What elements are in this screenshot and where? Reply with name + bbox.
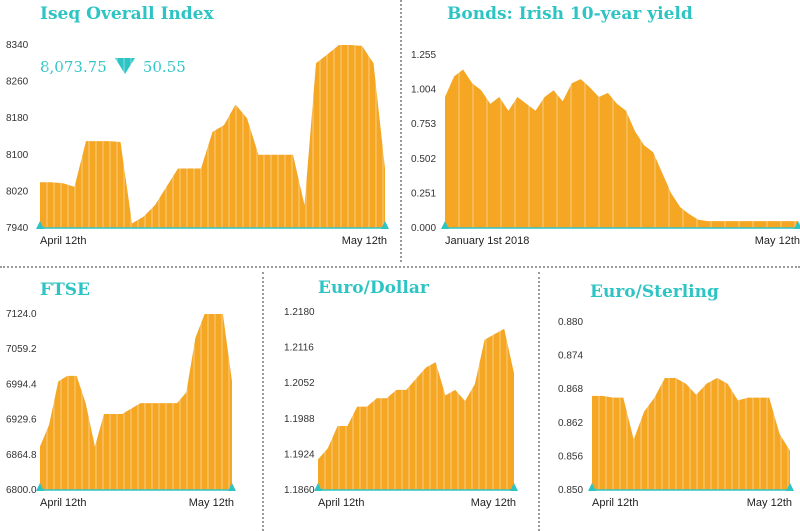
iseq-ytick-label: 8020 xyxy=(6,186,29,197)
eurosterling-xlabel-start: April 12th xyxy=(592,497,638,509)
eurosterling-chart: 0.880 0.874 0.868 0.862 0.856 0.850 April 12th… xyxy=(558,317,794,509)
iseq-ytick-label: 8180 xyxy=(6,113,29,124)
eurosterling-start-marker xyxy=(588,483,596,491)
bonds-title: Bonds: Irish 10-year yield xyxy=(447,4,693,24)
ftse-ytick-label: 6994.4 xyxy=(6,379,37,390)
iseq-panel: Iseq Overall Index 8,073.75 50.55 8340 826… xyxy=(0,0,395,262)
iseq-end-marker xyxy=(381,221,389,229)
eurosterling-area xyxy=(592,378,790,490)
ftse-area xyxy=(40,314,232,490)
middle-divider xyxy=(0,266,800,268)
bonds-xlabel-end: May 12th xyxy=(755,235,800,247)
bonds-ytick-label: 0.502 xyxy=(411,154,436,165)
eurosterling-panel: Euro/Sterling 0.880 0.874 0.868 0.862 0.856 0… xyxy=(540,272,800,531)
eurodollar-title: Euro/Dollar xyxy=(318,278,429,298)
iseq-readout: 8,073.75 50.55 xyxy=(40,58,186,76)
iseq-ytick-label: 8340 xyxy=(6,40,29,51)
ftse-chart: 7124.0 7059.2 6994.4 6929.6 6864.8 6800.0Apri… xyxy=(6,309,236,509)
iseq-ytick-label: 8100 xyxy=(6,150,29,161)
bonds-ytick-label: 1.255 xyxy=(411,50,436,61)
eurosterling-xlabel-end: May 12th xyxy=(747,497,792,509)
iseq-ytick-label: 8260 xyxy=(6,77,29,88)
ftse-panel: FTSE 7124.0 7059.2 6994.4 6929.6 6864.8 6800.… xyxy=(0,272,260,531)
bottom-divider-1 xyxy=(262,272,264,531)
iseq-ytick-label: 7940 xyxy=(6,223,29,234)
bottom-divider-2 xyxy=(538,272,540,531)
iseq-start-marker xyxy=(36,221,44,229)
bonds-ytick-label: 0.251 xyxy=(411,188,436,199)
eurodollar-xlabel-start: April 12th xyxy=(318,497,364,509)
bonds-ytick-label: 0.753 xyxy=(411,119,436,130)
iseq-chart: 8340 8260 8180 8100 8020 7940 April 12th May 12… xyxy=(6,40,389,247)
iseq-title: Iseq Overall Index xyxy=(40,4,214,24)
eurosterling-ytick-label: 0.868 xyxy=(558,384,583,395)
ftse-ytick-label: 6800.0 xyxy=(6,485,37,496)
bonds-panel: Bonds: Irish 10-year yield 1.255 1.004 0.7… xyxy=(402,0,800,262)
ftse-xlabel-end: May 12th xyxy=(189,497,234,509)
bonds-chart: 1.255 1.004 0.753 0.502 0.251 0.000 January 1s… xyxy=(411,50,800,247)
ftse-end-marker xyxy=(228,483,236,491)
iseq-xlabel-end: May 12th xyxy=(342,235,387,247)
eurodollar-chart: 1.2180 1.2116 1.2052 1.1988 1.1924 1.1860Apri… xyxy=(284,307,518,509)
eurodollar-ytick-label: 1.2180 xyxy=(284,307,315,318)
bonds-end-marker xyxy=(794,221,800,229)
eurodollar-ytick-label: 1.2116 xyxy=(284,343,314,354)
ftse-start-marker xyxy=(36,483,44,491)
eurosterling-ytick-label: 0.850 xyxy=(558,485,583,496)
bonds-start-marker xyxy=(441,221,449,229)
eurodollar-start-marker xyxy=(314,483,322,491)
top-divider xyxy=(400,0,402,262)
eurosterling-ytick-label: 0.856 xyxy=(558,451,583,462)
eurodollar-xlabel-end: May 12th xyxy=(471,497,516,509)
ftse-xlabel-start: April 12th xyxy=(40,497,86,509)
eurodollar-ytick-label: 1.1860 xyxy=(284,485,315,496)
eurosterling-ytick-label: 0.862 xyxy=(558,418,583,429)
iseq-value: 8,073.75 xyxy=(40,58,107,76)
ftse-ytick-label: 7124.0 xyxy=(6,309,37,320)
iseq-area xyxy=(40,45,385,228)
bonds-ytick-label: 0.000 xyxy=(411,223,436,234)
eurosterling-ytick-label: 0.880 xyxy=(558,317,583,328)
down-triangle-icon xyxy=(114,58,135,74)
eurodollar-ytick-label: 1.1988 xyxy=(284,414,315,425)
eurodollar-panel: Euro/Dollar 1.2180 1.2116 1.2052 1.1988 1.19… xyxy=(264,272,536,531)
eurosterling-title: Euro/Sterling xyxy=(590,282,719,302)
eurodollar-ytick-label: 1.1924 xyxy=(284,449,315,460)
ftse-ytick-label: 6864.8 xyxy=(6,450,37,461)
eurosterling-end-marker xyxy=(786,483,794,491)
eurodollar-ytick-label: 1.2052 xyxy=(284,378,315,389)
ftse-ytick-label: 6929.6 xyxy=(6,415,37,426)
ftse-ytick-label: 7059.2 xyxy=(6,344,37,355)
iseq-change: 50.55 xyxy=(142,58,186,76)
eurosterling-ytick-label: 0.874 xyxy=(558,351,583,362)
bonds-area xyxy=(445,69,798,228)
ftse-title: FTSE xyxy=(40,280,90,300)
eurodollar-end-marker xyxy=(510,483,518,491)
bonds-xlabel-start: January 1st 2018 xyxy=(445,235,529,247)
iseq-xlabel-start: April 12th xyxy=(40,235,86,247)
bonds-ytick-label: 1.004 xyxy=(411,85,436,96)
